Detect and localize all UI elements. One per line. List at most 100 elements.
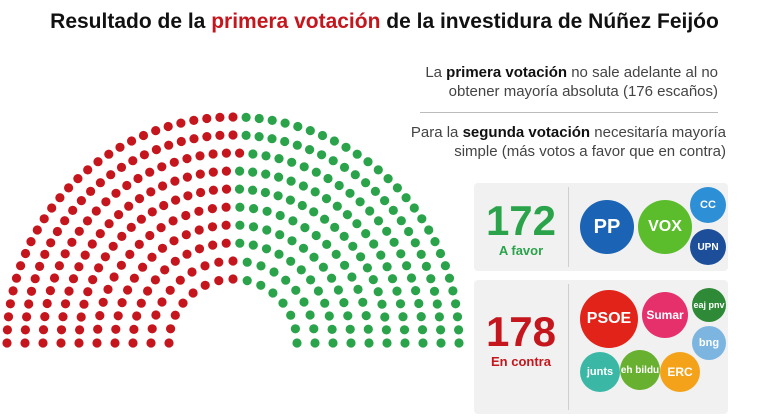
seat-dot [26, 286, 37, 296]
seat-dot [73, 174, 83, 184]
seat-dot [22, 312, 32, 322]
seat-dot [430, 237, 440, 247]
seat-dot [348, 241, 358, 251]
seat-dot [94, 263, 104, 273]
seat-dot [117, 298, 127, 308]
seat-dot [194, 206, 204, 216]
seat-dot [361, 229, 371, 239]
seat-dot [182, 249, 192, 259]
seat-dot [358, 297, 368, 307]
seat-dot [202, 113, 212, 124]
seat-dot [208, 149, 218, 159]
seat-dot [158, 181, 168, 191]
seat-dot [310, 187, 320, 197]
seat-dot [345, 188, 355, 198]
seat-dot [74, 338, 84, 348]
seat-dot [67, 237, 77, 247]
seat-dot [454, 325, 464, 335]
seat-dot [170, 176, 180, 186]
seat-dot [111, 324, 121, 334]
seat-dot [24, 299, 34, 309]
seat-dot [88, 275, 98, 285]
seat-dot [221, 220, 231, 230]
seat-dot [311, 230, 321, 241]
seat-dot [267, 134, 277, 144]
seat-dot [404, 226, 414, 237]
seat-dot [221, 238, 231, 248]
seat-dot [311, 167, 321, 177]
seat-dot [292, 338, 302, 348]
seat-dot [440, 261, 450, 271]
seat-dot [365, 206, 375, 216]
seat-dot [309, 207, 319, 217]
seat-dot [248, 185, 258, 195]
seat-dot [200, 280, 210, 290]
seat-dot [38, 338, 48, 348]
seat-dot [409, 203, 419, 213]
seat-dot [215, 112, 225, 122]
seat-dot [80, 250, 90, 260]
seat-dot [321, 194, 332, 204]
seat-dot [395, 299, 406, 309]
first-vote-note-c: no sale adelante al no obtener mayoría a… [448, 64, 718, 100]
seat-dot [331, 249, 341, 259]
seat-dot [327, 324, 337, 334]
seat-dot [103, 284, 113, 294]
seat-dot [320, 298, 330, 308]
seat-dot [267, 115, 277, 125]
seat-dot [39, 214, 49, 224]
seat-dot [340, 260, 350, 270]
seat-dot [330, 222, 340, 232]
seat-dot [92, 338, 102, 348]
seat-dot [305, 145, 315, 155]
seat-dot [55, 193, 65, 203]
seat-dot [123, 285, 133, 295]
seat-dot [151, 310, 161, 320]
title-text-before: Resultado de la [50, 10, 212, 33]
seat-dot [168, 216, 178, 226]
favor-divider [568, 187, 569, 267]
seat-dot [324, 311, 334, 321]
seat-dot [352, 219, 362, 229]
seat-dot [165, 285, 175, 295]
seat-dot [101, 197, 111, 207]
seat-dot [221, 148, 231, 158]
seat-dot [332, 201, 342, 211]
pnv-logo: eaj pnv [692, 288, 726, 322]
cc-logo: CC [690, 187, 726, 223]
seat-dot [242, 257, 252, 267]
seat-dot [133, 173, 143, 184]
seat-dot [176, 136, 186, 147]
seat-dot [256, 280, 266, 290]
seat-dot [20, 248, 31, 259]
seat-dot [196, 187, 206, 198]
seat-dot [376, 250, 386, 260]
seat-dot [254, 113, 264, 124]
seat-dot [260, 187, 270, 198]
seat-dot [417, 214, 427, 224]
seat-dot [95, 311, 105, 321]
seat-dot [95, 229, 105, 239]
seat-dot [334, 180, 344, 191]
seat-dot [248, 240, 258, 250]
seat-dot [124, 201, 134, 211]
seat-dot [309, 324, 319, 334]
seat-dot [297, 200, 307, 211]
seat-dot [228, 256, 238, 266]
seat-dot [248, 167, 258, 177]
seat-dot [109, 272, 119, 282]
seat-dot [373, 165, 383, 175]
seat-dot [182, 154, 192, 164]
seat-dot [64, 286, 74, 296]
second-vote-note-c: necesitaría mayoría simple (más votos a … [454, 124, 726, 160]
seat-dot [309, 252, 319, 262]
seat-dot [416, 312, 426, 322]
seat-dot [104, 219, 114, 229]
seat-dot [299, 297, 309, 307]
seat-dot [328, 338, 338, 348]
seat-dot [82, 216, 93, 226]
seat-dot [195, 169, 205, 179]
seat-dot [256, 261, 266, 271]
seat-dot [347, 272, 357, 282]
seat-dot [339, 231, 349, 241]
